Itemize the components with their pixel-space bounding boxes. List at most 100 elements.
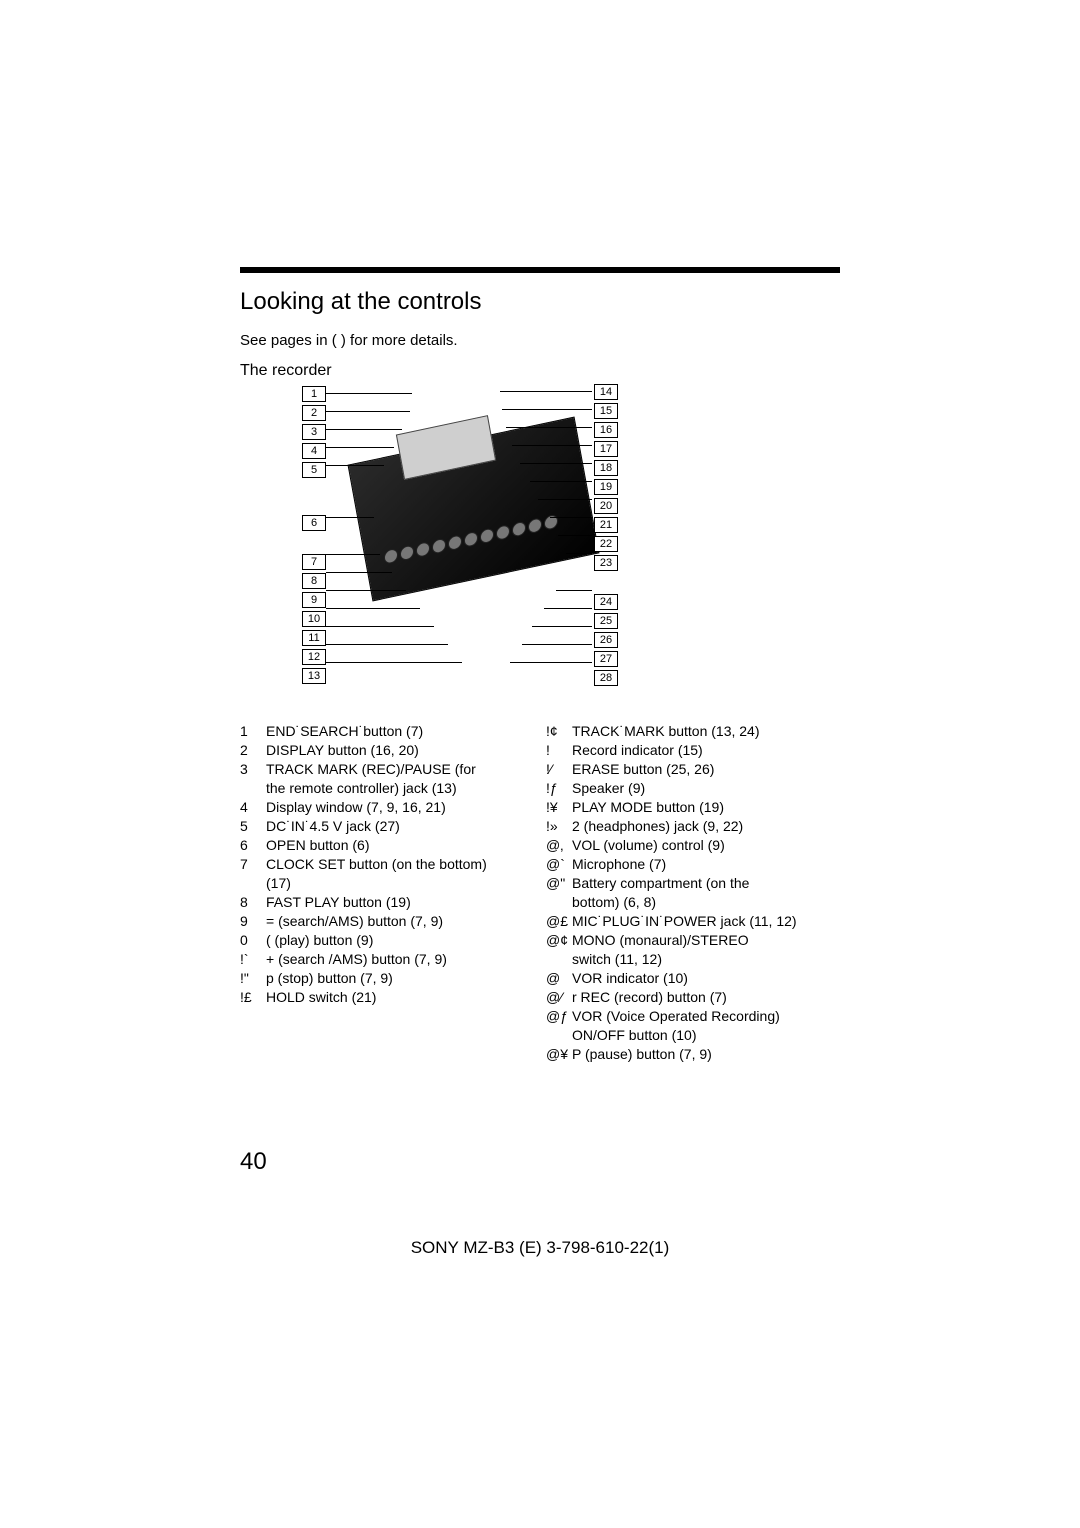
leader-line [326,465,384,466]
list-item-number: 7 [240,855,266,874]
list-item-text: the remote controller) jack (13) [240,779,530,798]
list-item: !£HOLD switch (21) [240,988,530,1007]
list-item: switch (11, 12) [546,950,836,969]
list-item-text: VOR indicator (10) [572,969,836,988]
callout-number: 15 [594,403,618,419]
leader-line [326,608,420,609]
list-item-number: 1 [240,722,266,741]
leader-line [326,644,448,645]
leader-line [326,554,380,555]
list-item: 2DISPLAY button (16, 20) [240,741,530,760]
callout-number: 12 [302,649,326,665]
list-item-number: @" [546,874,572,893]
list-item-text: 2 (headphones) jack (9, 22) [572,817,836,836]
leader-line [500,391,592,392]
leader-line [326,429,402,430]
leader-line [326,572,392,573]
callout-number: 6 [302,515,326,531]
section-title: Looking at the controls [240,288,482,316]
list-item-text: OPEN button (6) [266,836,530,855]
list-item: !⁄ ERASE button (25, 26) [546,760,836,779]
callout-number: 13 [302,668,326,684]
list-item-number: !" [240,969,266,988]
list-item-text: HOLD switch (21) [266,988,530,1007]
callout-number: 26 [594,632,618,648]
list-item-number: !» [546,817,572,836]
manual-page: Looking at the controls See pages in ( )… [0,0,1080,1528]
controls-list-right: !¢TRACK˙MARK button (13, 24)! Record ind… [546,722,836,1064]
list-item: @ VOR indicator (10) [546,969,836,988]
list-item-number: 0 [240,931,266,950]
callout-number: 3 [302,424,326,440]
list-item-number: 6 [240,836,266,855]
list-item-text: Speaker (9) [572,779,836,798]
list-item: @ƒVOR (Voice Operated Recording) [546,1007,836,1026]
list-item: 8FAST PLAY button (19) [240,893,530,912]
list-item: 4Display window (7, 9, 16, 21) [240,798,530,817]
callout-number: 21 [594,517,618,533]
list-item-number: !` [240,950,266,969]
callout-number: 8 [302,573,326,589]
list-item-number: @ƒ [546,1007,572,1026]
list-item-number: @‚ [546,836,572,855]
list-item-text: Display window (7, 9, 16, 21) [266,798,530,817]
callout-number: 28 [594,670,618,686]
list-item-text: = (search/AMS) button (7, 9) [266,912,530,931]
list-item-number: 3 [240,760,266,779]
callout-number: 22 [594,536,618,552]
leader-line [326,626,434,627]
section-rule [240,267,840,273]
list-item-number: @⁄ [546,988,572,1007]
list-item: @‚VOL (volume) control (9) [546,836,836,855]
list-item: ! Record indicator (15) [546,741,836,760]
leader-line [558,535,592,536]
list-item-number: 8 [240,893,266,912]
list-item-number: !ƒ [546,779,572,798]
list-item: @¢MONO (monaural)/STEREO [546,931,836,950]
leader-line [550,517,592,518]
list-item: 3TRACK MARK (REC)/PAUSE (for [240,760,530,779]
list-item: 9= (search/AMS) button (7, 9) [240,912,530,931]
list-item-text: END˙SEARCH˙button (7) [266,722,530,741]
leader-line [530,481,592,482]
recorder-diagram: 12345678910111213 1415161718192021222324… [310,384,770,694]
list-item-text: ( (play) button (9) [266,931,530,950]
list-item-text: bottom) (6, 8) [546,893,836,912]
list-item-number: 4 [240,798,266,817]
list-item: 7CLOCK SET button (on the bottom) [240,855,530,874]
list-item-text: ON/OFF button (10) [546,1026,836,1045]
list-item-number: !⁄ [546,760,572,779]
list-item-text: VOR (Voice Operated Recording) [572,1007,836,1026]
list-item: (17) [240,874,530,893]
callout-number: 18 [594,460,618,476]
callout-number: 24 [594,594,618,610]
leader-line [326,411,410,412]
leader-line [538,499,592,500]
list-item-text: + (search /AMS) button (7, 9) [266,950,530,969]
leader-line [326,662,462,663]
callout-number: 9 [302,592,326,608]
list-item: @`Microphone (7) [546,855,836,874]
list-item: !¢TRACK˙MARK button (13, 24) [546,722,836,741]
list-item-text: TRACK MARK (REC)/PAUSE (for [266,760,530,779]
leader-line [522,644,592,645]
leader-line [544,608,592,609]
callout-number: 27 [594,651,618,667]
leader-line [326,590,406,591]
callout-number: 19 [594,479,618,495]
list-item-number: !£ [240,988,266,1007]
leader-line [532,626,592,627]
list-item-text: Microphone (7) [572,855,836,874]
list-item-text: switch (11, 12) [546,950,836,969]
leader-line [520,463,592,464]
list-item: @£MIC˙PLUG˙IN˙POWER jack (11, 12) [546,912,836,931]
list-item-text: (17) [240,874,530,893]
list-item-number: 9 [240,912,266,931]
callout-number: 11 [302,630,326,646]
list-item-text: Record indicator (15) [572,741,836,760]
callout-number: 16 [594,422,618,438]
callout-number: 4 [302,443,326,459]
list-item: @¥P (pause) button (7, 9) [546,1045,836,1064]
callout-number: 25 [594,613,618,629]
list-item-text: VOL (volume) control (9) [572,836,836,855]
